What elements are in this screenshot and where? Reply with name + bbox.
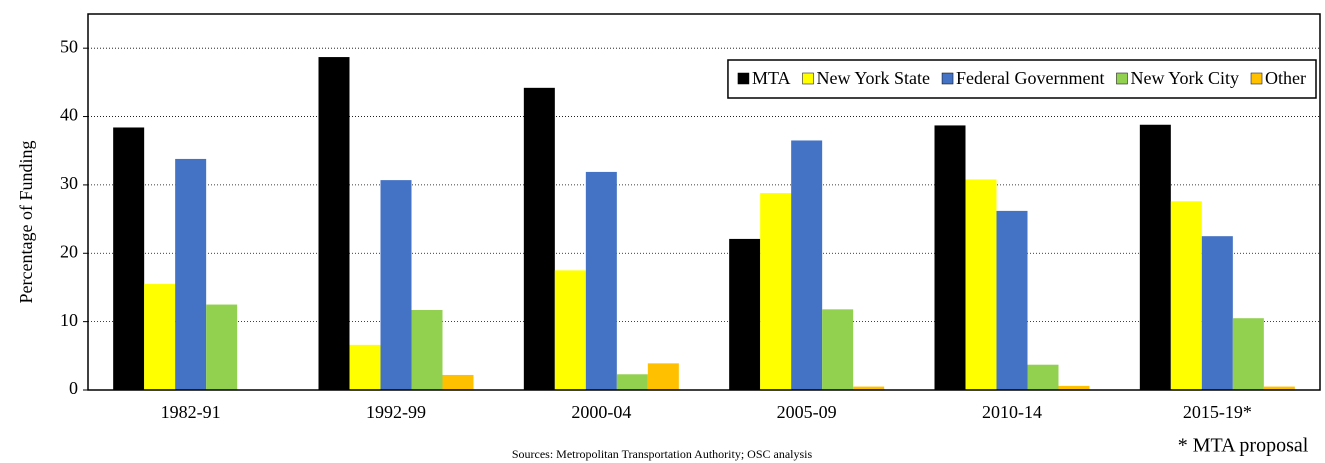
legend-label: Federal Government (956, 68, 1104, 88)
legend-swatch (802, 72, 814, 85)
bar (523, 87, 555, 390)
bar (822, 309, 854, 390)
bar (1139, 124, 1171, 391)
bar (442, 374, 474, 390)
x-tick-label: 2000-04 (571, 402, 631, 422)
bar (616, 374, 648, 390)
legend-box (727, 59, 1317, 99)
bar (1170, 201, 1202, 390)
x-tick-label: 2015-19* (1183, 402, 1252, 422)
bar (965, 179, 997, 390)
y-tick-label: 30 (60, 173, 78, 193)
bar (318, 57, 350, 390)
bar (996, 210, 1028, 390)
legend-swatch (1250, 72, 1263, 85)
bar (206, 304, 238, 390)
bar (1263, 386, 1295, 390)
plot-frame (87, 13, 1321, 391)
footnote: * MTA proposal (1178, 435, 1309, 457)
y-tick-label: 0 (69, 378, 78, 398)
bar (175, 158, 207, 390)
legend-label: New York City (1130, 68, 1239, 88)
bar (853, 386, 885, 390)
y-tick-label: 50 (60, 36, 78, 56)
x-tick-label: 1992-99 (366, 402, 426, 422)
legend: MTA New York State Federal Government New Y… (727, 59, 1317, 99)
bar (144, 284, 176, 390)
bar (380, 180, 412, 390)
legend-label: MTA (752, 68, 791, 88)
y-tick-label: 20 (60, 241, 78, 261)
legend-label: Other (1265, 68, 1306, 88)
legend-swatch (737, 72, 750, 85)
legend-swatch (1116, 72, 1128, 85)
y-tick-label: 10 (60, 310, 78, 330)
bar (760, 193, 792, 390)
bar (1232, 318, 1264, 390)
bar (1027, 364, 1059, 390)
bar (113, 127, 145, 390)
bar (647, 363, 679, 390)
x-tick-label: 2010-14 (982, 402, 1042, 422)
y-tick-label: 40 (60, 105, 78, 125)
bar (1201, 236, 1233, 390)
bar (585, 171, 617, 390)
x-tick-label: 1982-91 (161, 402, 221, 422)
y-axis-label: Percentage of Funding (16, 141, 36, 304)
bar (934, 125, 966, 390)
bar (554, 270, 586, 390)
x-tick-label: 2005-09 (777, 402, 837, 422)
legend-label: New York State (817, 68, 931, 88)
bar (791, 140, 823, 390)
bar (411, 310, 443, 390)
bar (729, 238, 761, 390)
bar (349, 344, 381, 390)
bar (1058, 385, 1090, 390)
legend-swatch (941, 72, 954, 85)
source-note: Sources: Metropolitan Transportation Aut… (512, 447, 813, 461)
